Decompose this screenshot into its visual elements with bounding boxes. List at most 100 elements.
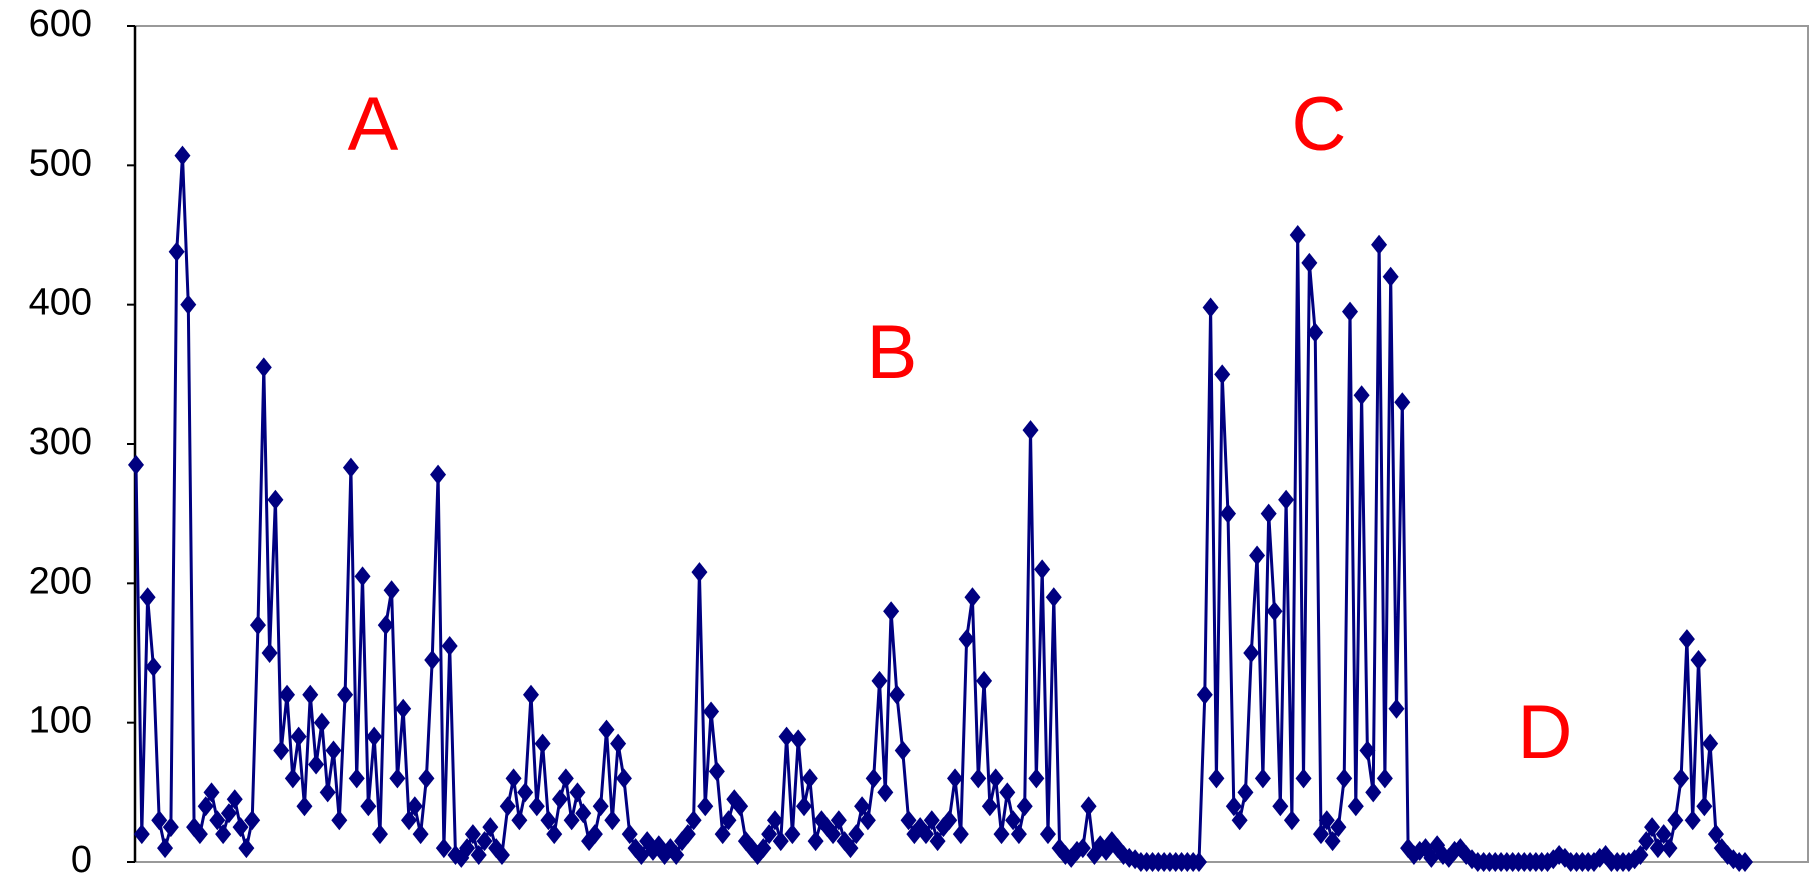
marker bbox=[1737, 852, 1753, 872]
marker bbox=[586, 824, 603, 845]
marker bbox=[290, 726, 307, 747]
marker bbox=[691, 562, 708, 583]
marker bbox=[476, 831, 493, 852]
marker bbox=[540, 810, 557, 831]
marker bbox=[279, 684, 296, 705]
marker bbox=[371, 824, 388, 845]
marker bbox=[825, 824, 842, 845]
marker bbox=[1202, 297, 1219, 318]
marker bbox=[766, 810, 783, 831]
marker bbox=[917, 824, 934, 845]
marker bbox=[395, 698, 412, 719]
marker bbox=[1214, 364, 1231, 385]
marker bbox=[203, 782, 220, 803]
marker bbox=[784, 824, 801, 845]
marker bbox=[128, 454, 144, 475]
marker bbox=[1365, 782, 1382, 803]
marker bbox=[854, 796, 871, 817]
marker bbox=[1237, 782, 1254, 803]
marker bbox=[708, 761, 725, 782]
marker bbox=[383, 580, 400, 601]
marker bbox=[1278, 489, 1295, 510]
marker bbox=[557, 768, 574, 789]
marker bbox=[459, 838, 476, 859]
marker bbox=[406, 796, 423, 817]
marker bbox=[1342, 301, 1359, 322]
marker bbox=[941, 810, 958, 831]
marker bbox=[464, 824, 481, 845]
marker bbox=[1678, 629, 1695, 650]
marker bbox=[947, 768, 964, 789]
marker bbox=[958, 629, 975, 650]
marker bbox=[894, 740, 911, 761]
marker bbox=[685, 810, 702, 831]
marker bbox=[424, 649, 441, 670]
marker bbox=[1220, 503, 1237, 524]
marker bbox=[1266, 601, 1283, 622]
y-tick-label: 400 bbox=[29, 282, 92, 324]
y-tick-label: 500 bbox=[29, 142, 92, 184]
marker bbox=[1649, 838, 1666, 859]
marker bbox=[1353, 385, 1370, 406]
marker bbox=[598, 719, 615, 740]
marker bbox=[778, 726, 795, 747]
marker bbox=[999, 782, 1016, 803]
marker bbox=[546, 824, 563, 845]
marker bbox=[575, 803, 592, 824]
marker bbox=[1010, 824, 1027, 845]
marker bbox=[133, 824, 150, 845]
marker bbox=[255, 357, 272, 378]
marker bbox=[923, 810, 940, 831]
marker bbox=[552, 789, 569, 810]
marker bbox=[435, 838, 452, 859]
marker bbox=[1283, 810, 1300, 831]
marker bbox=[168, 241, 185, 262]
marker bbox=[871, 670, 888, 691]
marker bbox=[412, 824, 429, 845]
marker bbox=[1667, 810, 1684, 831]
marker bbox=[401, 810, 418, 831]
marker bbox=[1336, 768, 1353, 789]
marker bbox=[772, 831, 789, 852]
y-tick-label: 600 bbox=[29, 3, 92, 45]
marker bbox=[389, 768, 406, 789]
marker bbox=[534, 733, 551, 754]
marker bbox=[929, 831, 946, 852]
marker bbox=[342, 457, 359, 478]
marker bbox=[755, 838, 772, 859]
marker bbox=[1016, 796, 1033, 817]
y-tick-label: 0 bbox=[71, 839, 92, 875]
marker bbox=[191, 824, 208, 845]
marker bbox=[1034, 559, 1051, 580]
annotation: B bbox=[867, 310, 918, 395]
marker bbox=[1312, 824, 1329, 845]
series-line bbox=[134, 155, 1745, 864]
marker bbox=[1388, 698, 1405, 719]
marker bbox=[232, 817, 249, 838]
marker bbox=[209, 810, 226, 831]
marker bbox=[1289, 225, 1306, 245]
marker bbox=[1696, 796, 1713, 817]
marker bbox=[505, 768, 522, 789]
marker bbox=[679, 824, 696, 845]
marker bbox=[226, 789, 243, 810]
marker bbox=[703, 701, 720, 722]
marker bbox=[883, 601, 900, 622]
marker bbox=[482, 817, 499, 838]
marker bbox=[1249, 545, 1266, 566]
marker bbox=[1382, 266, 1399, 287]
marker bbox=[249, 615, 266, 636]
marker bbox=[1707, 824, 1724, 845]
marker bbox=[621, 824, 638, 845]
marker bbox=[610, 733, 627, 754]
marker bbox=[1301, 252, 1318, 273]
marker bbox=[807, 831, 824, 852]
marker bbox=[1644, 817, 1661, 838]
marker bbox=[1272, 796, 1289, 817]
marker bbox=[1208, 768, 1225, 789]
marker bbox=[1307, 322, 1324, 343]
marker bbox=[1690, 649, 1707, 670]
marker bbox=[668, 845, 685, 866]
marker bbox=[528, 796, 545, 817]
